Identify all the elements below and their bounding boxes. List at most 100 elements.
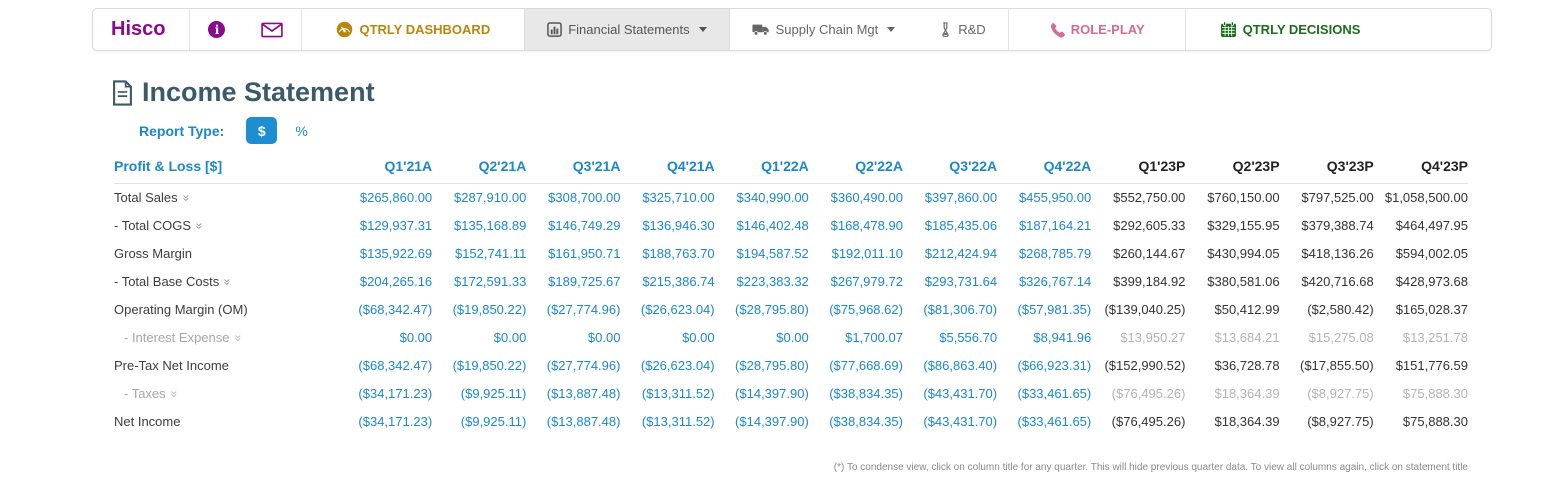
column-header[interactable]: Q4'22A — [997, 158, 1092, 184]
cell-value: $399,184.92 — [1113, 274, 1186, 289]
row-label[interactable]: - Interest Expense» — [124, 330, 245, 345]
cell-value: ($8,927.75) — [1307, 386, 1374, 401]
column-header[interactable]: Q2'21A — [432, 158, 527, 184]
cell-value: ($13,887.48) — [546, 414, 621, 429]
table-header-row: Profit & Loss [$] Q1'21A Q2'21A Q3'21A Q4'2… — [114, 158, 1468, 184]
cell-value: ($28,795.80) — [735, 358, 809, 373]
row-label[interactable]: Gross Margin — [114, 246, 193, 261]
row-label[interactable]: - Total COGS» — [114, 218, 207, 233]
cell-value: ($76,495.26) — [1111, 414, 1186, 429]
row-label[interactable]: Net Income — [114, 414, 181, 429]
column-header[interactable]: Q3'21A — [526, 158, 621, 184]
cell-value: $165,028.37 — [1395, 302, 1468, 317]
column-header[interactable]: Q1'21A — [338, 158, 433, 184]
column-header[interactable]: Q4'23P — [1373, 158, 1468, 184]
nav-divider — [1007, 9, 1009, 50]
mail-button[interactable] — [243, 22, 301, 38]
nav-role-play[interactable]: ROLE-PLAY — [1009, 9, 1185, 50]
table-row: - Total Base Costs» $204,265.16 $172,591.3… — [114, 268, 1468, 296]
cell-value: $187,164.21 — [1018, 218, 1092, 233]
phone-icon — [1050, 22, 1065, 38]
cell-value: ($38,834.35) — [829, 414, 903, 429]
cell-value: $75,888.30 — [1402, 386, 1468, 401]
cell-value: ($76,495.26) — [1111, 386, 1186, 401]
cell-value: $418,136.26 — [1301, 246, 1374, 261]
nav-supply-chain[interactable]: Supply Chain Mgt — [730, 9, 918, 50]
cell-value: $194,587.52 — [736, 246, 809, 261]
cell-value: ($38,834.35) — [829, 386, 903, 401]
nav-tab-financial-statements[interactable]: Financial Statements — [524, 9, 730, 50]
cell-value: $136,946.30 — [642, 218, 715, 233]
cell-value: $135,922.69 — [359, 246, 433, 261]
cell-value: ($57,981.35) — [1017, 302, 1092, 317]
column-header[interactable]: Q1'22A — [714, 158, 809, 184]
cell-value: $146,402.48 — [736, 218, 809, 233]
row-label[interactable]: Operating Margin (OM) — [114, 302, 248, 317]
row-label[interactable]: - Taxes» — [124, 386, 182, 401]
cell-value: ($17,855.50) — [1299, 358, 1374, 373]
page-title[interactable]: Income Statement — [142, 77, 375, 107]
cell-value: $13,950.27 — [1120, 330, 1186, 345]
column-header[interactable]: Q2'22A — [808, 158, 903, 184]
row-label[interactable]: - Total Base Costs» — [114, 274, 235, 289]
row-label[interactable]: Pre-Tax Net Income — [114, 358, 229, 373]
envelope-icon — [261, 22, 284, 37]
cell-value: ($33,461.65) — [1017, 414, 1092, 429]
column-header[interactable]: Q2'23P — [1185, 158, 1280, 184]
chevron-down-icon — [698, 27, 707, 32]
row-label[interactable]: Total Sales» — [114, 190, 193, 206]
cell-value: $340,990.00 — [736, 190, 809, 206]
cell-value: $8,941.96 — [1033, 330, 1092, 345]
cell-value: ($86,863.40) — [923, 358, 998, 373]
cell-value: $260,144.67 — [1113, 246, 1186, 261]
cell-value: ($2,580.42) — [1307, 302, 1374, 317]
cell-value: ($19,850.22) — [452, 358, 527, 373]
report-type-dollar-button[interactable]: $ — [246, 117, 278, 144]
cell-value: $379,388.74 — [1301, 218, 1374, 233]
cell-value: $430,994.05 — [1207, 246, 1280, 261]
chevron-double-down-icon: » — [178, 194, 193, 202]
cell-value: $292,605.33 — [1113, 218, 1186, 233]
column-header[interactable]: Q3'23P — [1279, 158, 1374, 184]
table-row: - Interest Expense» $0.00 $0.00 $0.00 $0.00 $… — [114, 324, 1468, 352]
nav-divider — [189, 9, 191, 50]
table-header-profit-loss: Profit & Loss [$] — [114, 158, 338, 184]
cell-value: ($14,397.90) — [735, 386, 809, 401]
chevron-double-down-icon: » — [167, 390, 182, 398]
cell-value: ($8,927.75) — [1307, 414, 1374, 429]
table-row: Gross Margin $135,922.69 $152,741.11 $161,9… — [114, 240, 1468, 268]
column-header[interactable]: Q4'21A — [620, 158, 715, 184]
nav-divider — [301, 9, 303, 50]
cell-value: $13,251.78 — [1402, 330, 1468, 345]
info-button[interactable]: i — [190, 21, 243, 38]
cell-value: $0.00 — [493, 330, 527, 345]
brand-logo[interactable]: Hisco — [111, 18, 166, 40]
cell-value: $1,700.07 — [845, 330, 903, 345]
column-header[interactable]: Q1'23P — [1091, 158, 1186, 184]
cell-value: $428,973.68 — [1395, 274, 1468, 289]
table-row: - Total COGS» $129,937.31 $135,168.89 $146,… — [114, 212, 1468, 240]
nav-qtrly-dashboard[interactable]: QTRLY DASHBOARD — [302, 9, 524, 50]
cell-value: $552,750.00 — [1113, 190, 1186, 206]
cell-value: $36,728.78 — [1214, 358, 1280, 373]
cell-value: $760,150.00 — [1207, 190, 1280, 206]
cell-value: ($26,623.04) — [640, 302, 715, 317]
cell-value: ($28,795.80) — [735, 302, 809, 317]
cell-value: $168,478.90 — [830, 218, 903, 233]
nav-divider — [1184, 9, 1186, 50]
cell-value: ($19,850.22) — [452, 302, 527, 317]
nav-rd[interactable]: R&D — [917, 9, 1007, 50]
income-statement-table: Profit & Loss [$] Q1'21A Q2'21A Q3'21A Q4'2… — [114, 158, 1468, 436]
cell-value: $420,716.68 — [1301, 274, 1374, 289]
report-type-percent-button[interactable]: % — [295, 122, 308, 139]
cell-value: ($43,431.70) — [923, 414, 998, 429]
cell-value: $18,364.39 — [1214, 386, 1280, 401]
cell-value: ($152,990.52) — [1104, 358, 1186, 373]
cell-value: $397,860.00 — [924, 190, 998, 206]
column-header[interactable]: Q3'22A — [902, 158, 998, 184]
cell-value: $267,979.72 — [830, 274, 903, 289]
cell-value: ($75,968.62) — [829, 302, 903, 317]
nav-qtrly-decisions[interactable]: QTRLY DECISIONS — [1186, 9, 1395, 50]
top-navbar: Hisco i QTRLY DASHBOARD Financial — [92, 8, 1492, 51]
document-icon — [113, 79, 132, 106]
